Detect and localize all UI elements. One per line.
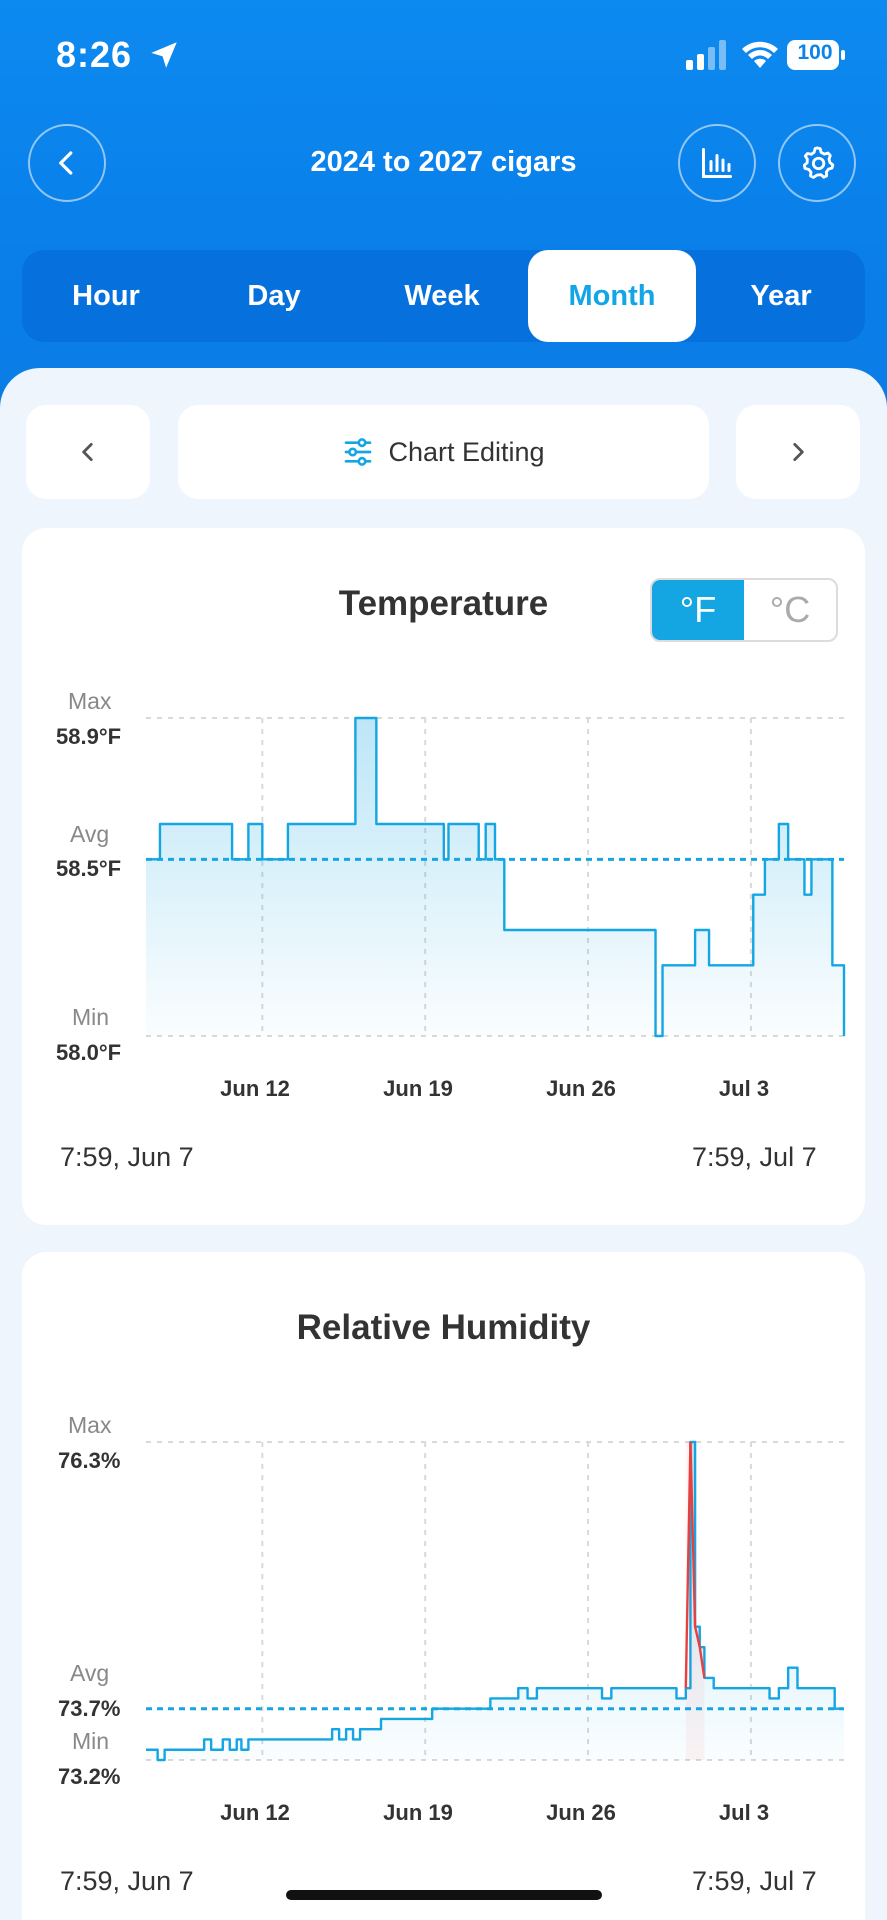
temperature-card: Temperature °F °C Max 58.9°F Avg 58.5°F … <box>22 528 865 1225</box>
temperature-chart <box>146 716 846 1038</box>
tab-hour[interactable]: Hour <box>72 279 140 312</box>
alert-segment <box>698 1646 706 1679</box>
humidity-card: Relative Humidity Max 76.3% Avg 73.7% Mi… <box>22 1252 865 1920</box>
x-tick-label: Jul 3 <box>718 1800 770 1825</box>
temperature-avg-label: Avg <box>70 821 110 847</box>
temperature-min-value: 58.0°F <box>56 1040 122 1065</box>
humidity-avg-value: 73.7% <box>58 1696 121 1721</box>
status-bar: 8:26 100 <box>0 0 887 110</box>
humidity-title: Relative Humidity <box>296 1308 591 1347</box>
chevron-left-icon <box>59 151 73 175</box>
x-tick-label: Jul 3 <box>718 1076 770 1101</box>
tab-month[interactable]: Month <box>528 250 696 342</box>
alert-segment <box>684 1441 692 1689</box>
humidity-chart <box>146 1440 844 1762</box>
temperature-avg-value: 58.5°F <box>56 856 122 881</box>
x-tick-label: Jun 12 <box>220 1076 290 1101</box>
range-end-label: 7:59, Jul 7 <box>692 1142 817 1172</box>
tab-week[interactable]: Week <box>404 279 480 312</box>
location-arrow-icon <box>151 42 177 68</box>
alert-segment <box>693 1626 701 1648</box>
gear-icon <box>802 146 835 179</box>
alert-segment <box>689 1441 697 1627</box>
tab-day[interactable]: Day <box>247 279 301 312</box>
wifi-icon <box>742 41 778 68</box>
series-area <box>146 718 844 1036</box>
sliders-icon <box>345 438 372 466</box>
humidity-max-value: 76.3% <box>58 1448 121 1473</box>
temperature-title: Temperature <box>338 584 549 623</box>
humidity-max-label: Max <box>68 1412 112 1438</box>
temperature-min-label: Min <box>72 1004 110 1030</box>
temperature-max-value: 58.9°F <box>56 724 122 749</box>
x-tick-label: Jun 26 <box>546 1076 616 1101</box>
chevron-left-icon <box>82 443 93 461</box>
home-indicator <box>286 1890 602 1900</box>
settings-button[interactable] <box>778 124 856 202</box>
x-tick-label: Jun 26 <box>546 1800 616 1825</box>
range-start-label: 7:59, Jun 7 <box>60 1142 194 1172</box>
x-tick-label: Jun 19 <box>383 1800 453 1825</box>
temperature-max-label: Max <box>68 688 112 714</box>
back-button[interactable] <box>28 124 106 202</box>
celsius-option[interactable]: °C <box>769 589 811 630</box>
chevron-right-icon <box>793 443 804 461</box>
tab-year[interactable]: Year <box>750 279 812 312</box>
battery-icon <box>787 40 845 70</box>
battery-level: 100 <box>797 41 833 64</box>
chart-editing-label: Chart Editing <box>388 436 545 467</box>
alert-area <box>695 1626 700 1760</box>
status-time: 8:26 <box>56 34 133 75</box>
series-area <box>146 1442 844 1760</box>
unit-toggle: °F °C <box>650 578 838 642</box>
chart-editing-button[interactable]: Chart Editing <box>178 405 709 499</box>
next-period-button[interactable] <box>736 405 860 499</box>
x-tick-label: Jun 12 <box>220 1800 290 1825</box>
range-start-label: 7:59, Jun 7 <box>60 1866 194 1896</box>
alert-area <box>690 1442 696 1760</box>
bar-chart-icon <box>702 148 732 178</box>
humidity-min-value: 73.2% <box>58 1764 121 1789</box>
time-range-tabs: Hour Day Week Month Year <box>22 250 865 342</box>
cellular-signal-icon <box>686 40 726 70</box>
statistics-button[interactable] <box>678 124 756 202</box>
humidity-avg-label: Avg <box>70 1660 110 1686</box>
range-end-label: 7:59, Jul 7 <box>692 1866 817 1896</box>
page-title: 2024 to 2027 cigars <box>310 146 577 178</box>
fahrenheit-option[interactable]: °F <box>652 580 744 640</box>
series-line <box>146 716 846 1038</box>
x-tick-label: Jun 19 <box>383 1076 453 1101</box>
previous-period-button[interactable] <box>26 405 150 499</box>
header-background <box>0 0 887 420</box>
humidity-min-label: Min <box>72 1728 110 1754</box>
alert-area <box>699 1647 705 1760</box>
